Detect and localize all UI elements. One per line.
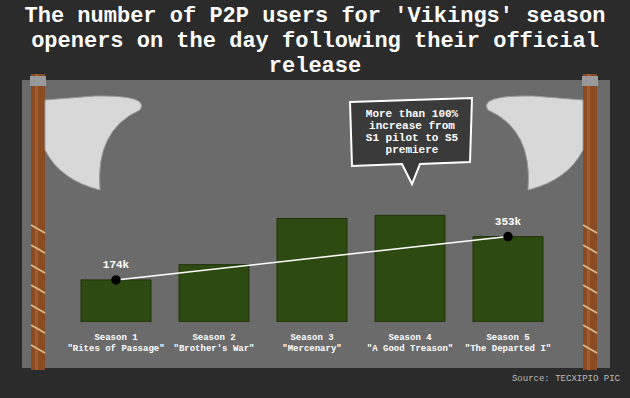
svg-text:353k: 353k bbox=[495, 216, 522, 228]
svg-text:Season 3"Mercenary": Season 3"Mercenary" bbox=[282, 333, 341, 354]
html-text:The number of P2P users for 'V: The number of P2P users for 'Vikings' se… bbox=[24, 4, 606, 79]
svg-text:Season 4"A Good Treason": Season 4"A Good Treason" bbox=[367, 333, 453, 354]
svg-text:174k: 174k bbox=[103, 259, 130, 271]
svg-text:Season 2"Brother's War": Season 2"Brother's War" bbox=[173, 333, 254, 354]
html-text:More than 100% increase from S: More than 100% increase from S1 pilot to… bbox=[365, 108, 459, 156]
svg-text:Season 1"Rites of Passage": Season 1"Rites of Passage" bbox=[67, 333, 164, 354]
svg-text:Season 5"The Departed I": Season 5"The Departed I" bbox=[465, 333, 551, 354]
html-text:Source: TECXIPIO PIC: Source: TECXIPIO PIC bbox=[512, 374, 620, 384]
